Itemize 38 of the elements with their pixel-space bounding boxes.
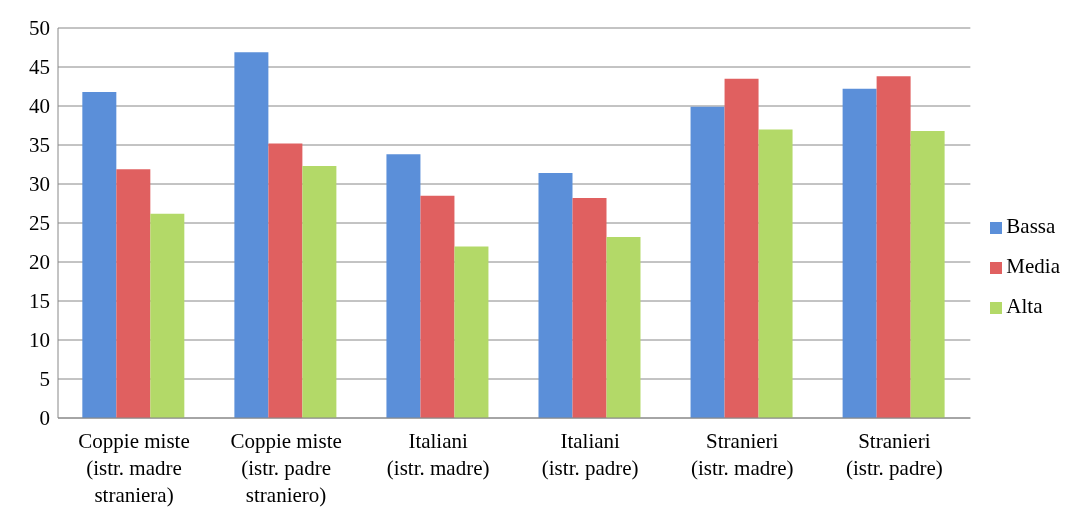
bar [842, 88, 877, 418]
bar [910, 130, 945, 418]
y-tick-label: 25 [29, 211, 50, 236]
x-tick-label: Stranieri (istr. padre) [845, 429, 943, 480]
y-tick-label: 30 [29, 172, 50, 197]
bar [302, 166, 337, 418]
legend-label: Alta [1006, 293, 1043, 318]
bar [150, 213, 185, 418]
bar [690, 106, 725, 418]
y-tick-label: 40 [29, 94, 50, 119]
x-tick-label: Coppie miste (istr. padre straniero) [230, 429, 342, 507]
y-tick-label: 10 [29, 328, 50, 353]
y-tick-label: 35 [29, 133, 50, 158]
y-tick-label: 5 [39, 367, 50, 392]
bar [420, 195, 455, 418]
bar [454, 246, 489, 418]
bar [724, 78, 759, 418]
bar [82, 91, 117, 418]
bar [758, 129, 793, 418]
bar [876, 76, 911, 418]
bar [606, 237, 641, 418]
bar [268, 143, 303, 418]
x-tick-label: Italiani (istr. madre) [386, 429, 490, 480]
legend-label: Media [1006, 253, 1060, 278]
x-tick-label: Italiani (istr. padre) [541, 429, 639, 480]
y-tick-label: 20 [29, 250, 50, 275]
x-tick-label: Stranieri (istr. madre) [690, 429, 794, 480]
x-tick-label: Coppie miste (istr. madre straniera) [78, 429, 190, 507]
y-tick-label: 15 [29, 289, 50, 314]
y-tick-label: 50 [29, 16, 50, 41]
y-tick-label: 45 [29, 55, 50, 80]
legend-label: Bassa [1006, 213, 1056, 238]
y-tick-label: 0 [39, 406, 50, 431]
bar [572, 198, 607, 418]
bar [116, 169, 151, 418]
bar [386, 154, 421, 418]
bar [538, 173, 573, 418]
bar [234, 52, 269, 418]
